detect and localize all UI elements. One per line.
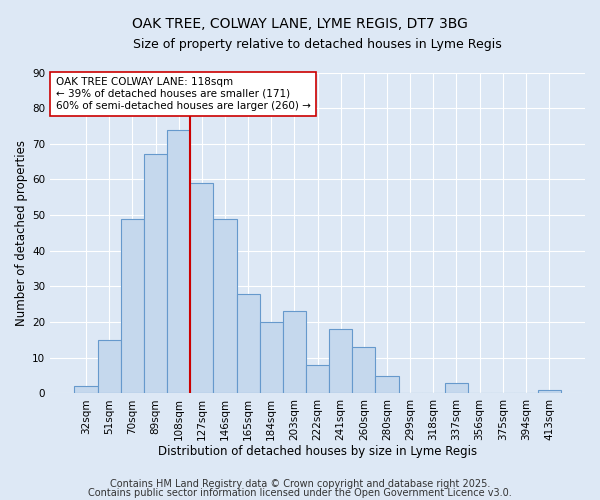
- Bar: [236, 294, 260, 394]
- Bar: [329, 329, 352, 394]
- Bar: [306, 365, 329, 394]
- Bar: [352, 347, 376, 394]
- Bar: [121, 218, 144, 394]
- Bar: [214, 218, 236, 394]
- Bar: [538, 390, 560, 394]
- Text: Contains public sector information licensed under the Open Government Licence v3: Contains public sector information licen…: [88, 488, 512, 498]
- Bar: [283, 312, 306, 394]
- Bar: [260, 322, 283, 394]
- Bar: [376, 376, 398, 394]
- Text: OAK TREE, COLWAY LANE, LYME REGIS, DT7 3BG: OAK TREE, COLWAY LANE, LYME REGIS, DT7 3…: [132, 18, 468, 32]
- Bar: [190, 183, 214, 394]
- Y-axis label: Number of detached properties: Number of detached properties: [15, 140, 28, 326]
- Bar: [74, 386, 98, 394]
- Bar: [144, 154, 167, 394]
- Text: OAK TREE COLWAY LANE: 118sqm
← 39% of detached houses are smaller (171)
60% of s: OAK TREE COLWAY LANE: 118sqm ← 39% of de…: [56, 78, 310, 110]
- Title: Size of property relative to detached houses in Lyme Regis: Size of property relative to detached ho…: [133, 38, 502, 51]
- Text: Contains HM Land Registry data © Crown copyright and database right 2025.: Contains HM Land Registry data © Crown c…: [110, 479, 490, 489]
- Bar: [167, 130, 190, 394]
- X-axis label: Distribution of detached houses by size in Lyme Regis: Distribution of detached houses by size …: [158, 444, 477, 458]
- Bar: [445, 382, 468, 394]
- Bar: [98, 340, 121, 394]
